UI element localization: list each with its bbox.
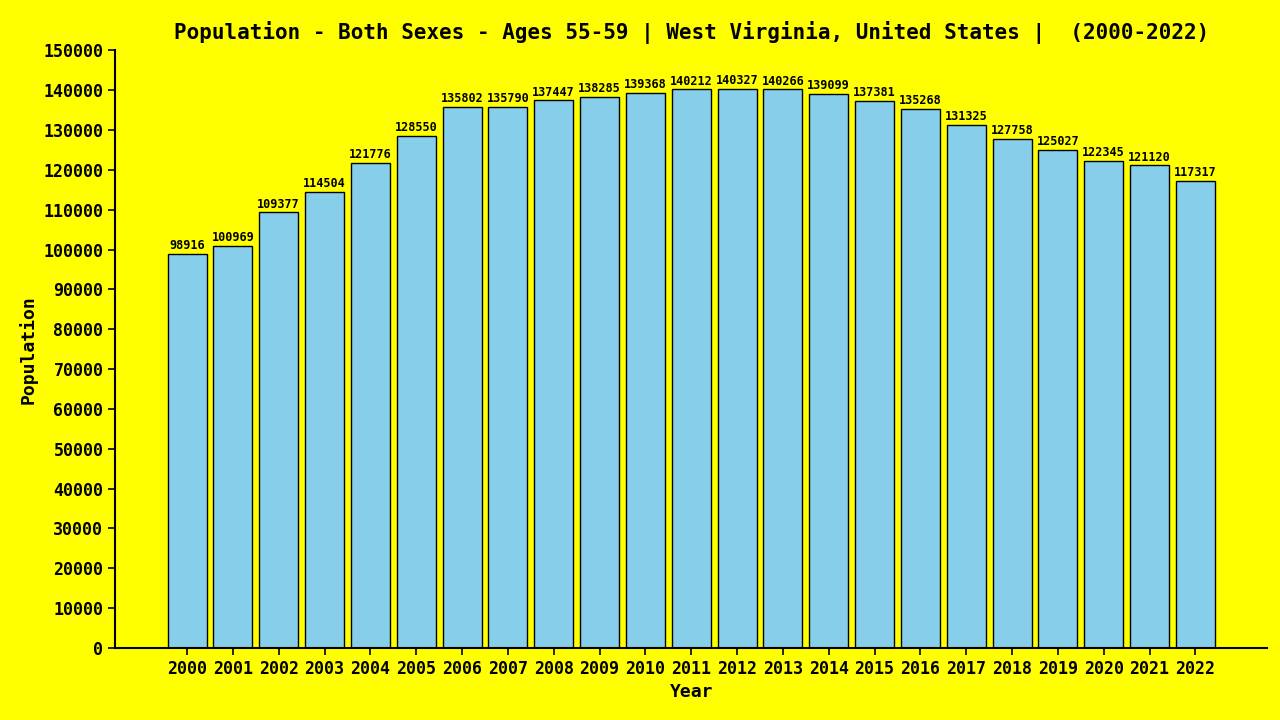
Bar [534, 100, 573, 648]
Bar [947, 125, 986, 648]
Bar [443, 107, 481, 648]
Text: 139099: 139099 [808, 79, 850, 92]
Bar [672, 89, 710, 648]
Bar [305, 192, 344, 648]
Bar [214, 246, 252, 648]
Text: 140327: 140327 [716, 74, 759, 87]
Text: 122345: 122345 [1083, 146, 1125, 159]
Bar [351, 163, 390, 648]
Text: 109377: 109377 [257, 198, 300, 211]
Text: 121120: 121120 [1128, 151, 1171, 164]
X-axis label: Year: Year [669, 683, 713, 701]
Text: 98916: 98916 [169, 239, 205, 252]
Text: 139368: 139368 [623, 78, 667, 91]
Text: 121776: 121776 [349, 148, 392, 161]
Text: 125027: 125027 [1037, 135, 1079, 148]
Text: 137381: 137381 [854, 86, 896, 99]
Bar [763, 89, 803, 648]
Text: 140212: 140212 [669, 75, 713, 88]
Bar [1130, 166, 1169, 648]
Bar [168, 254, 206, 648]
Text: 114504: 114504 [303, 177, 346, 190]
Title: Population - Both Sexes - Ages 55-59 | West Virginia, United States |  (2000-202: Population - Both Sexes - Ages 55-59 | W… [174, 22, 1208, 45]
Text: 128550: 128550 [394, 121, 438, 134]
Text: 117317: 117317 [1174, 166, 1217, 179]
Text: 131325: 131325 [945, 110, 988, 123]
Text: 135790: 135790 [486, 92, 529, 105]
Bar [626, 93, 664, 648]
Bar [580, 97, 620, 648]
Bar [718, 89, 756, 648]
Y-axis label: Population: Population [19, 294, 38, 404]
Bar [992, 139, 1032, 648]
Text: 100969: 100969 [211, 231, 255, 244]
Text: 137447: 137447 [532, 86, 575, 99]
Text: 138285: 138285 [579, 83, 621, 96]
Bar [855, 101, 893, 648]
Bar [1084, 161, 1123, 648]
Text: 135268: 135268 [899, 94, 942, 107]
Bar [397, 136, 435, 648]
Bar [260, 212, 298, 648]
Text: 135802: 135802 [440, 92, 484, 105]
Text: 140266: 140266 [762, 75, 804, 88]
Bar [809, 94, 849, 648]
Text: 127758: 127758 [991, 125, 1033, 138]
Bar [489, 107, 527, 648]
Bar [901, 109, 940, 648]
Bar [1176, 181, 1215, 648]
Bar [1038, 150, 1078, 648]
